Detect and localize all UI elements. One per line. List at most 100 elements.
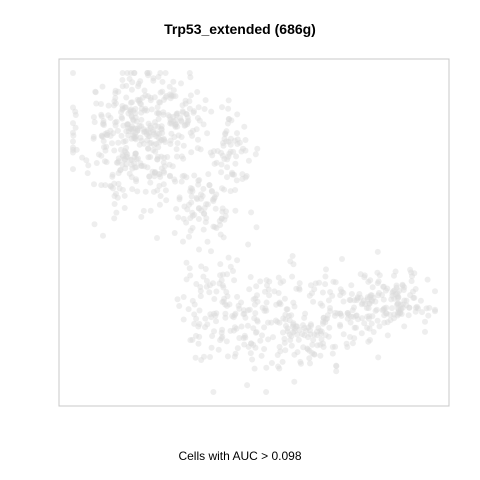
scatter-point	[187, 272, 194, 279]
scatter-point	[184, 206, 191, 213]
scatter-point	[182, 97, 189, 104]
scatter-point	[191, 320, 198, 327]
scatter-point	[289, 253, 296, 259]
scatter-point	[311, 286, 318, 293]
scatter-point	[155, 123, 162, 130]
scatter-point	[284, 328, 291, 335]
scatter-point	[217, 222, 224, 228]
scatter-point	[348, 313, 354, 320]
scatter-point	[311, 331, 318, 338]
scatter-point	[121, 156, 128, 163]
scatter-point	[407, 266, 414, 273]
scatter-point	[224, 174, 230, 181]
scatter-point	[337, 292, 344, 299]
scatter-point	[241, 341, 248, 348]
scatter-point	[129, 123, 135, 130]
scatter-point	[128, 86, 135, 93]
scatter-point	[187, 227, 194, 234]
scatter-point	[107, 127, 114, 134]
scatter-point	[157, 137, 164, 143]
scatter-point	[394, 290, 401, 297]
scatter-point	[412, 308, 419, 315]
scatter-point	[180, 215, 187, 222]
scatter-point	[206, 289, 213, 296]
scatter-point	[394, 300, 401, 307]
scatter-point	[394, 293, 401, 300]
scatter-point	[155, 73, 162, 80]
scatter-point	[142, 105, 149, 112]
scatter-point	[203, 278, 210, 284]
scatter-point	[369, 284, 376, 291]
scatter-point	[231, 277, 238, 284]
scatter-point	[180, 142, 187, 149]
scatter-point	[144, 70, 151, 76]
scatter-point	[150, 77, 157, 84]
scatter-point	[130, 132, 137, 139]
scatter-point	[132, 105, 139, 112]
scatter-point	[151, 170, 158, 177]
scatter-point	[134, 125, 141, 132]
scatter-point	[208, 344, 215, 351]
scatter-point	[120, 138, 127, 145]
scatter-point	[174, 110, 181, 117]
scatter-point	[198, 191, 204, 198]
scatter-point	[119, 115, 126, 122]
scatter-point	[70, 149, 76, 156]
scatter-point	[115, 180, 122, 187]
scatter-point	[327, 308, 334, 314]
scatter-point	[210, 198, 217, 205]
scatter-point	[133, 176, 139, 183]
scatter-point	[102, 130, 109, 137]
scatter-point	[357, 271, 364, 278]
scatter-point	[381, 305, 388, 312]
scatter-point	[85, 162, 92, 169]
scatter-point	[398, 311, 405, 317]
scatter-point	[329, 350, 336, 357]
scatter-point	[188, 193, 195, 200]
scatter-point	[167, 120, 174, 127]
scatter-point	[240, 145, 246, 152]
scatter-point	[205, 171, 212, 178]
scatter-point	[126, 75, 133, 82]
scatter-point	[366, 313, 373, 320]
scatter-point	[103, 159, 110, 166]
scatter-point	[188, 199, 195, 206]
scatter-point	[396, 287, 403, 294]
scatter-point	[194, 115, 201, 121]
scatter-point	[306, 292, 313, 299]
scatter-point	[276, 299, 283, 306]
scatter-point	[195, 205, 202, 212]
scatter-point	[176, 303, 183, 309]
scatter-point	[262, 305, 269, 312]
scatter-point	[175, 132, 182, 139]
scatter-point	[138, 101, 145, 108]
scatter-point	[394, 312, 401, 319]
scatter-point	[127, 99, 134, 106]
scatter-point	[219, 152, 226, 159]
scatter-point	[403, 302, 410, 309]
scatter-point	[344, 310, 351, 316]
scatter-point	[219, 208, 226, 215]
scatter-point	[122, 138, 129, 144]
scatter-point	[208, 314, 215, 321]
scatter-point	[167, 116, 174, 123]
scatter-point	[289, 273, 296, 280]
scatter-point	[232, 310, 239, 317]
scatter-point	[223, 208, 229, 215]
scatter-point	[160, 135, 167, 142]
scatter-point	[239, 171, 246, 178]
scatter-point	[187, 74, 194, 81]
scatter-point	[221, 216, 228, 223]
scatter-point	[349, 340, 356, 347]
scatter-point	[353, 312, 360, 319]
scatter-point	[204, 201, 211, 208]
scatter-point	[294, 331, 301, 338]
scatter-point	[131, 160, 138, 167]
scatter-point	[118, 146, 124, 153]
scatter-point	[197, 146, 204, 153]
scatter-point	[314, 332, 321, 339]
scatter-point	[156, 182, 163, 189]
scatter-point	[171, 230, 178, 236]
scatter-point	[189, 297, 196, 304]
scatter-point	[152, 169, 158, 175]
